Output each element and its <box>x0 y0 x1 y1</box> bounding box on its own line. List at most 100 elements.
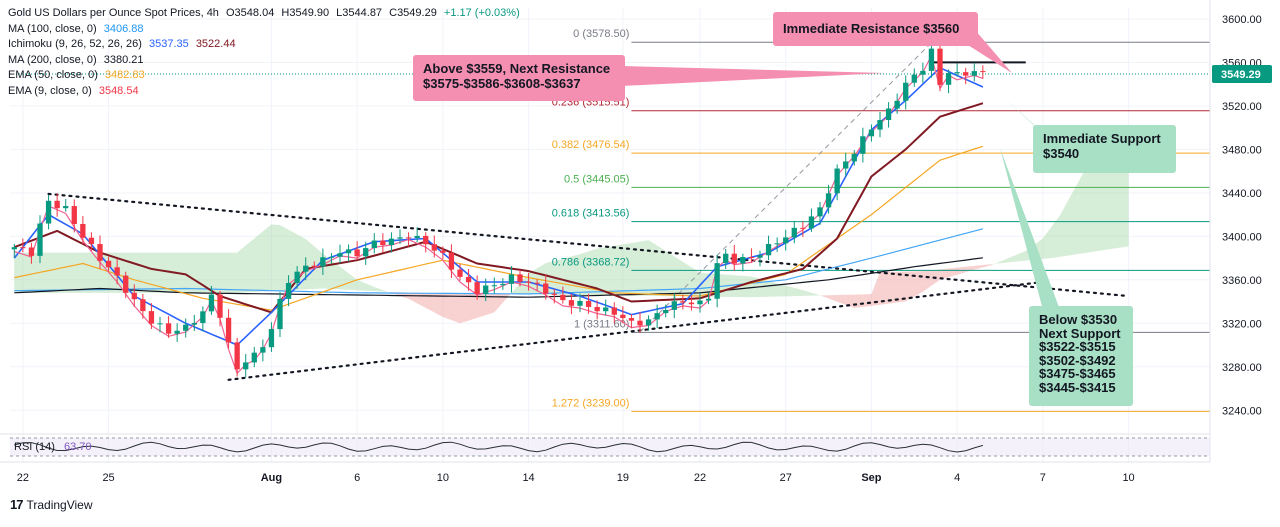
cloud-segment <box>202 252 212 293</box>
cloud-segment <box>991 261 1000 266</box>
cloud-segment <box>811 292 820 296</box>
y-tick-label: 3600.00 <box>1222 14 1262 26</box>
candle-body <box>28 247 35 256</box>
candle-body <box>45 200 52 224</box>
cloud-segment <box>417 292 426 308</box>
symbol-header[interactable]: Gold US Dollars per Ounce Spot Prices, 4… <box>8 6 520 22</box>
candle-body <box>911 74 917 83</box>
cloud-segment <box>742 275 752 298</box>
cloud-segment <box>245 238 255 293</box>
candle-body <box>628 318 635 321</box>
candle-body <box>663 309 669 314</box>
cloud-segment <box>828 295 838 302</box>
rsi-pane[interactable]: RSI (14) 63.70 <box>0 433 1210 457</box>
ma100-line <box>14 228 984 295</box>
legend-ema50[interactable]: EMA (50, close, 0) 3482.83 <box>8 68 520 84</box>
candle-body <box>525 281 532 283</box>
cloud-segment <box>374 287 383 292</box>
legend-value: 3406.88 <box>103 22 144 35</box>
callout-text: $3575-$3586-$3608-$3637 <box>423 76 581 91</box>
cloud-segment <box>897 271 906 303</box>
cloud-segment <box>862 294 872 307</box>
cloud-segment <box>1051 215 1060 259</box>
candle-body <box>808 216 815 229</box>
candle-body <box>371 240 377 249</box>
legend-ema9[interactable]: EMA (9, close, 0) 3548.54 <box>8 84 520 100</box>
candle-body <box>208 294 215 312</box>
x-tick-label: 6 <box>354 472 360 484</box>
candle-body <box>285 282 292 299</box>
y-tick-label: 3320.00 <box>1222 318 1262 330</box>
cloud-segment <box>631 241 640 296</box>
cloud-segment <box>965 265 975 273</box>
candle-body <box>971 71 977 76</box>
candle-body <box>791 227 797 238</box>
candle-body <box>774 243 780 245</box>
x-tick-label: 22 <box>694 472 706 484</box>
legend-label: EMA (50, close, 0) <box>8 69 98 81</box>
candle-body <box>500 283 506 286</box>
cloud-segment <box>1008 254 1018 263</box>
candle-body <box>54 200 60 209</box>
candle-body <box>594 306 600 312</box>
cloud-segment <box>820 295 829 299</box>
tradingview-brand[interactable]: 17 TradingView <box>10 497 93 512</box>
candle-body <box>620 314 626 319</box>
fib-anchor-line <box>639 42 932 333</box>
y-tick-label: 3360.00 <box>1222 275 1262 287</box>
cloud-segment <box>1060 199 1069 257</box>
candle-body <box>63 206 69 209</box>
change-value: +1.17 (+0.03%) <box>443 7 520 19</box>
fib-level-label: 0.5 (3445.05) <box>564 173 629 185</box>
tradingview-logo-icon: 17 <box>10 497 24 512</box>
candle-body <box>474 282 480 294</box>
candles <box>11 40 986 378</box>
candle-body <box>551 293 557 295</box>
y-axis[interactable]: 3240.00 3280.00 3320.00 3360.00 3400.00 3440.… <box>1209 0 1272 462</box>
cloud-segment <box>837 294 846 305</box>
tenkan-line <box>13 67 984 346</box>
cloud-segment <box>434 293 443 317</box>
cloud-segment <box>160 252 169 293</box>
candle-body <box>825 193 832 208</box>
x-tick-label: Sep <box>861 472 881 484</box>
descending-trendline <box>47 192 1130 298</box>
y-tick-label: 3240.00 <box>1222 405 1262 417</box>
close-value: C3549.29 <box>389 7 437 19</box>
legend-ma100[interactable]: MA (100, close, 0) 3406.88 <box>8 22 520 38</box>
candle-body <box>277 298 283 330</box>
legend-ichimoku[interactable]: Ichimoku (9, 26, 52, 26, 26) 3537.35 352… <box>8 37 520 53</box>
candle-body <box>105 260 112 268</box>
legend-label: MA (100, close, 0) <box>8 22 97 35</box>
candle-body <box>903 82 909 101</box>
ascending-trendline <box>227 280 1044 381</box>
cloud-segment <box>1000 258 1009 264</box>
cloud-segment <box>340 266 349 290</box>
cloud-segment <box>40 252 49 293</box>
callout-text: Immediate Support <box>1043 131 1161 146</box>
cloud-segment <box>82 252 92 293</box>
callout-text: $3475-$3465 <box>1039 366 1116 381</box>
cloud-segment <box>871 272 880 306</box>
candle-body <box>543 283 549 294</box>
cloud-segment <box>365 283 375 292</box>
cloud-segment <box>357 279 366 291</box>
candle-body <box>483 285 489 294</box>
candle-body <box>534 282 540 284</box>
rsi-label: RSI (14) <box>14 441 55 453</box>
ma200-line <box>14 257 983 298</box>
cloud-segment <box>91 252 100 293</box>
x-axis[interactable]: 22 25 Aug 6 10 14 19 22 27 Sep 4 7 10 <box>0 461 1210 484</box>
candle-body <box>457 269 463 277</box>
cloud-segment <box>682 261 692 297</box>
candle-body <box>303 265 309 272</box>
x-tick-label: 14 <box>522 472 534 484</box>
candle-body <box>354 249 360 257</box>
legend-ma200[interactable]: MA (200, close, 0) 3380.21 <box>8 53 520 69</box>
symbol-title[interactable]: Gold US Dollars per Ounce Spot Prices, 4… <box>8 7 219 19</box>
candle-body <box>397 237 403 239</box>
candle-body <box>294 271 300 283</box>
candle-body <box>431 244 437 251</box>
y-tick-label: 3520.00 <box>1222 101 1262 113</box>
